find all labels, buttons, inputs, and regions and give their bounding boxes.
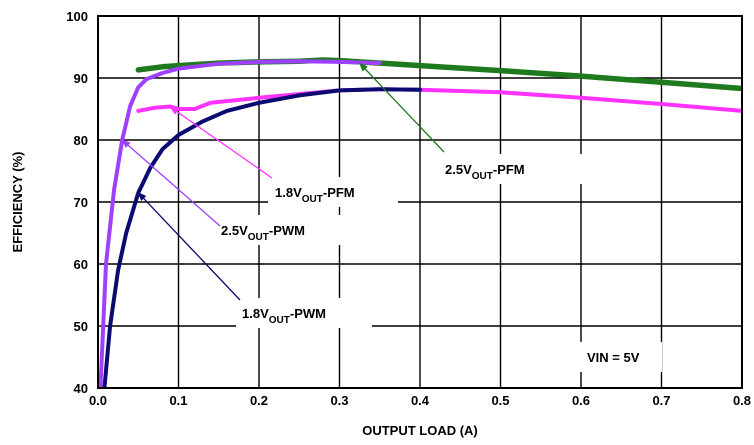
callout-box — [236, 298, 372, 328]
series-label-2: 2.5VOUT-PWM — [221, 223, 305, 243]
callout-box — [268, 177, 398, 207]
x-tick-label: 0.0 — [89, 393, 107, 408]
series-line-1 — [136, 87, 742, 113]
callout-box — [214, 215, 374, 245]
series-line-2 — [98, 59, 382, 388]
x-tick-label: 0.2 — [250, 393, 268, 408]
y-tick-label: 40 — [74, 381, 88, 396]
series-line-3 — [102, 87, 422, 388]
x-tick-label: 0.3 — [330, 393, 348, 408]
y-tick-label: 60 — [74, 257, 88, 272]
annotations: 2.5VOUT-PFM 1.8VOUT-PFM 2.5VOUT-PWM 1.8VOUT… — [121, 62, 662, 372]
plot-frame — [97, 15, 743, 389]
y-tick-label: 80 — [74, 133, 88, 148]
series-label-0: 2.5VOUT-PFM — [445, 162, 525, 182]
x-tick-label: 0.4 — [411, 393, 430, 408]
x-tick-label: 0.7 — [652, 393, 670, 408]
x-tick-label: 0.1 — [169, 393, 187, 408]
callout-arrow — [121, 139, 221, 227]
vin-box — [578, 342, 662, 372]
x-tick-label: 0.8 — [733, 393, 751, 408]
x-tick-label: 0.5 — [491, 393, 509, 408]
x-tick-label: 0.6 — [572, 393, 590, 408]
tick-labels: 0.0 0.1 0.2 0.3 0.4 0.5 0.6 0.7 0.8 40 50 60 70 80 90 1… — [66, 9, 751, 408]
callout-arrow — [359, 62, 445, 153]
y-axis-title: EFFICIENCY (%) — [10, 152, 25, 253]
y-tick-label: 90 — [74, 71, 88, 86]
callout-arrow — [169, 106, 273, 179]
series-label-3: 1.8VOUT-PWM — [242, 306, 326, 326]
series-layer — [98, 57, 742, 388]
callout-box — [438, 154, 590, 184]
y-tick-label: 100 — [66, 9, 88, 24]
y-tick-label: 70 — [74, 195, 88, 210]
callout-arrow — [137, 192, 241, 301]
y-tick-label: 50 — [74, 319, 88, 334]
x-axis-title: OUTPUT LOAD (A) — [362, 423, 478, 438]
vin-annotation: VIN = 5V — [587, 350, 640, 365]
grid — [97, 15, 743, 389]
series-label-1: 1.8VOUT-PFM — [275, 185, 355, 205]
